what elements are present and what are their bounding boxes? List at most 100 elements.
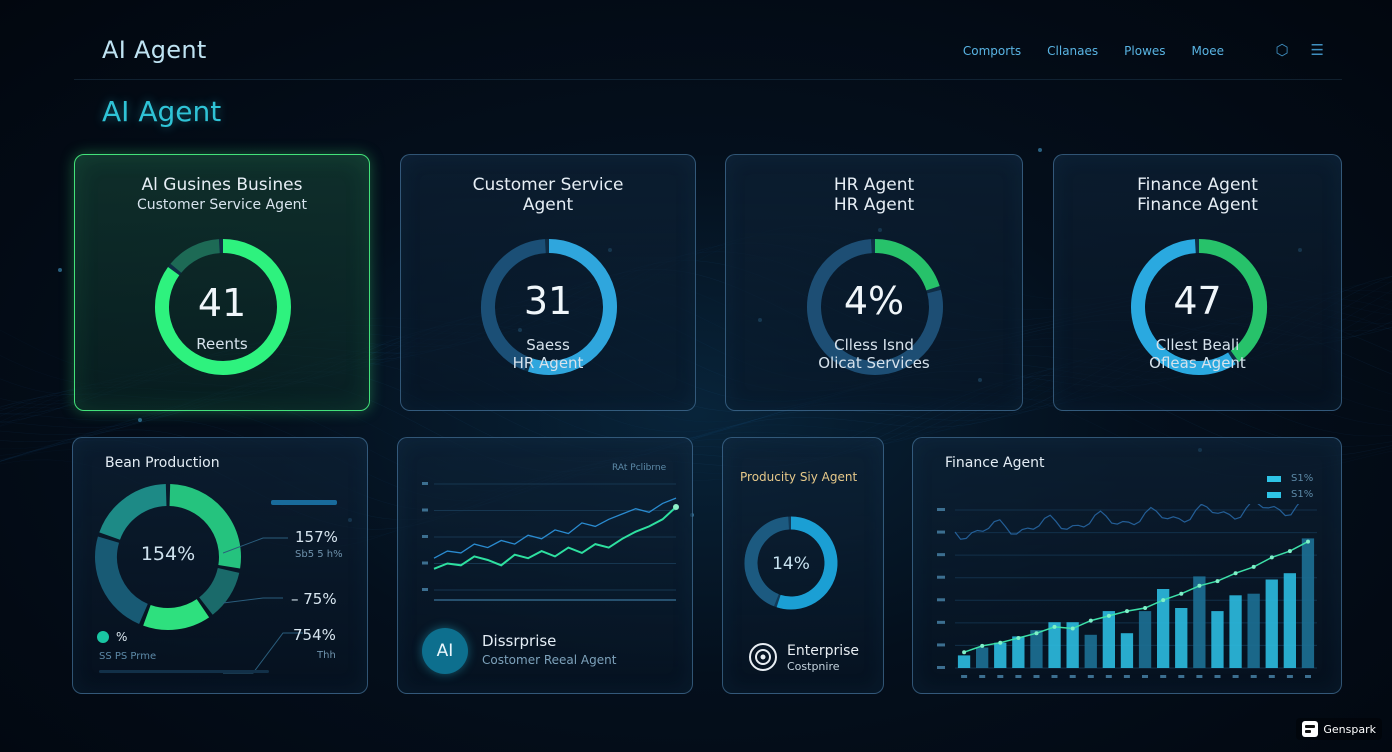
bar-chart <box>937 504 1317 678</box>
stat-sub: Sb5 5 h% <box>295 549 343 560</box>
x-tick-mark <box>1015 675 1022 678</box>
legend-label: S1% <box>1291 473 1314 484</box>
finance-panel[interactable]: Finance Agent S1% S1% <box>912 437 1342 694</box>
trend-point <box>1287 549 1292 554</box>
bar <box>1247 593 1260 668</box>
donut-segment <box>95 536 149 625</box>
ring-label-secondary: Olicat Services <box>818 354 930 372</box>
x-tick-mark <box>1250 675 1257 678</box>
y-tick-mark <box>937 643 945 647</box>
trend-point <box>1197 583 1202 588</box>
donut-segment <box>143 598 210 630</box>
series-line-1 <box>433 506 677 570</box>
y-tick-mark <box>937 508 945 511</box>
bar <box>1048 622 1061 668</box>
donut-segment <box>99 484 167 541</box>
agent-name: Enterprise <box>787 643 860 659</box>
series-line-0 <box>433 497 677 559</box>
trend-point <box>1106 613 1111 618</box>
productivity-panel[interactable]: Producity Siy Agent 14% Enterprise Costp… <box>722 437 884 694</box>
progress-ring <box>155 239 291 375</box>
agent-card-hr[interactable]: HR Agent HR Agent 4% Clless Isnd Olicat … <box>725 154 1023 411</box>
glow-particle <box>138 418 142 422</box>
bar <box>1084 634 1097 668</box>
trend-point <box>1179 591 1184 596</box>
glow-particle <box>58 268 62 272</box>
agent-card-finance[interactable]: Finance Agent Finance Agent 47 Cllest Be… <box>1053 154 1342 411</box>
legend-swatch <box>1267 476 1281 482</box>
bar <box>994 642 1007 668</box>
x-tick-mark <box>1123 675 1130 678</box>
nav-item-moee[interactable]: Moee <box>1191 44 1224 58</box>
agent-card-business[interactable]: Al Gusines Busines Customer Service Agen… <box>74 154 370 411</box>
ring-label: Saess <box>526 336 570 354</box>
x-tick-mark <box>1033 675 1040 678</box>
x-tick-mark <box>1087 675 1094 678</box>
background-trend-line <box>954 504 1300 540</box>
ring-arc-primary <box>776 516 838 610</box>
nav-item-plowes[interactable]: Plowes <box>1124 44 1166 58</box>
x-tick-mark <box>1268 675 1275 678</box>
donut-segment <box>169 484 241 569</box>
progress-ring <box>1131 239 1267 375</box>
x-tick-mark <box>1105 675 1112 678</box>
x-tick-mark <box>1160 675 1167 678</box>
bar <box>1120 633 1134 668</box>
trend-point <box>1251 564 1256 569</box>
trend-panel[interactable]: RAt Pclibrne AI Dissrprise Costomer Reea… <box>397 437 693 694</box>
x-tick-mark <box>997 675 1004 678</box>
app-title: AI Agent <box>102 36 207 64</box>
progress-ring <box>807 239 943 375</box>
bar <box>1066 622 1079 668</box>
x-tick-mark <box>1286 675 1293 678</box>
ring-arc-secondary <box>744 516 790 607</box>
ring-arc-secondary <box>170 239 221 273</box>
header-icons: ⬡ ☰ <box>1275 41 1324 59</box>
x-tick-mark <box>979 675 986 678</box>
agent-subtitle: Costomer Reeal Agent <box>482 653 617 667</box>
bar <box>957 655 971 668</box>
bar <box>1301 538 1315 668</box>
card-subtitle: HR Agent <box>833 195 915 215</box>
x-tick-mark <box>1142 675 1148 678</box>
trend-point <box>1034 631 1039 636</box>
brand-name: Genspark <box>1323 722 1376 736</box>
card-title: HR Agent <box>833 175 915 195</box>
y-tick-mark <box>937 575 945 579</box>
ring-arc-primary <box>155 239 291 375</box>
x-tick-mark <box>1051 675 1058 678</box>
nav-item-comports[interactable]: Comports <box>962 44 1022 58</box>
agent-card-customer-service[interactable]: Customer Service Agent 31 Saess HR Agent <box>400 154 696 411</box>
x-tick-mark <box>961 675 968 678</box>
agent-subtitle: Costpnire <box>787 660 840 673</box>
hexagon-icon[interactable]: ⬡ <box>1275 41 1289 59</box>
ring-arc-secondary <box>1131 239 1236 375</box>
segmented-donut <box>95 484 241 630</box>
trend-point <box>980 643 985 648</box>
panel-title: Finance Agent <box>945 455 1045 471</box>
y-tick-mark <box>422 508 428 512</box>
bean-production-panel[interactable]: Bean Production 154% 157% Sb5 5 h% – 75%… <box>72 437 368 694</box>
series-end-point <box>673 503 679 510</box>
trend-point <box>1269 555 1274 560</box>
trend-point <box>1161 598 1166 603</box>
stat-sub: Thh <box>317 650 336 661</box>
connector-lines <box>223 500 337 674</box>
ring-arc-secondary <box>807 239 943 375</box>
ring-label: Reents <box>196 335 248 353</box>
stat-value: 157% <box>295 528 338 546</box>
ring-value: 4% <box>843 279 905 323</box>
card-title: Finance Agent <box>1137 175 1258 195</box>
card-subtitle: Finance Agent <box>1137 195 1258 215</box>
x-tick-mark <box>1178 675 1185 678</box>
menu-icon[interactable]: ☰ <box>1310 41 1324 59</box>
bar <box>1175 608 1188 668</box>
y-tick-mark <box>937 553 945 557</box>
ring-arc-primary <box>874 239 940 291</box>
top-nav: Comports Cllanaes Plowes Moee <box>963 44 1224 58</box>
x-tick-mark <box>1069 675 1076 678</box>
genspark-logo-icon <box>1302 721 1319 737</box>
nav-item-cllanaes[interactable]: Cllanaes <box>1047 44 1099 58</box>
y-tick-mark <box>422 482 428 485</box>
legend-dot <box>97 631 109 643</box>
